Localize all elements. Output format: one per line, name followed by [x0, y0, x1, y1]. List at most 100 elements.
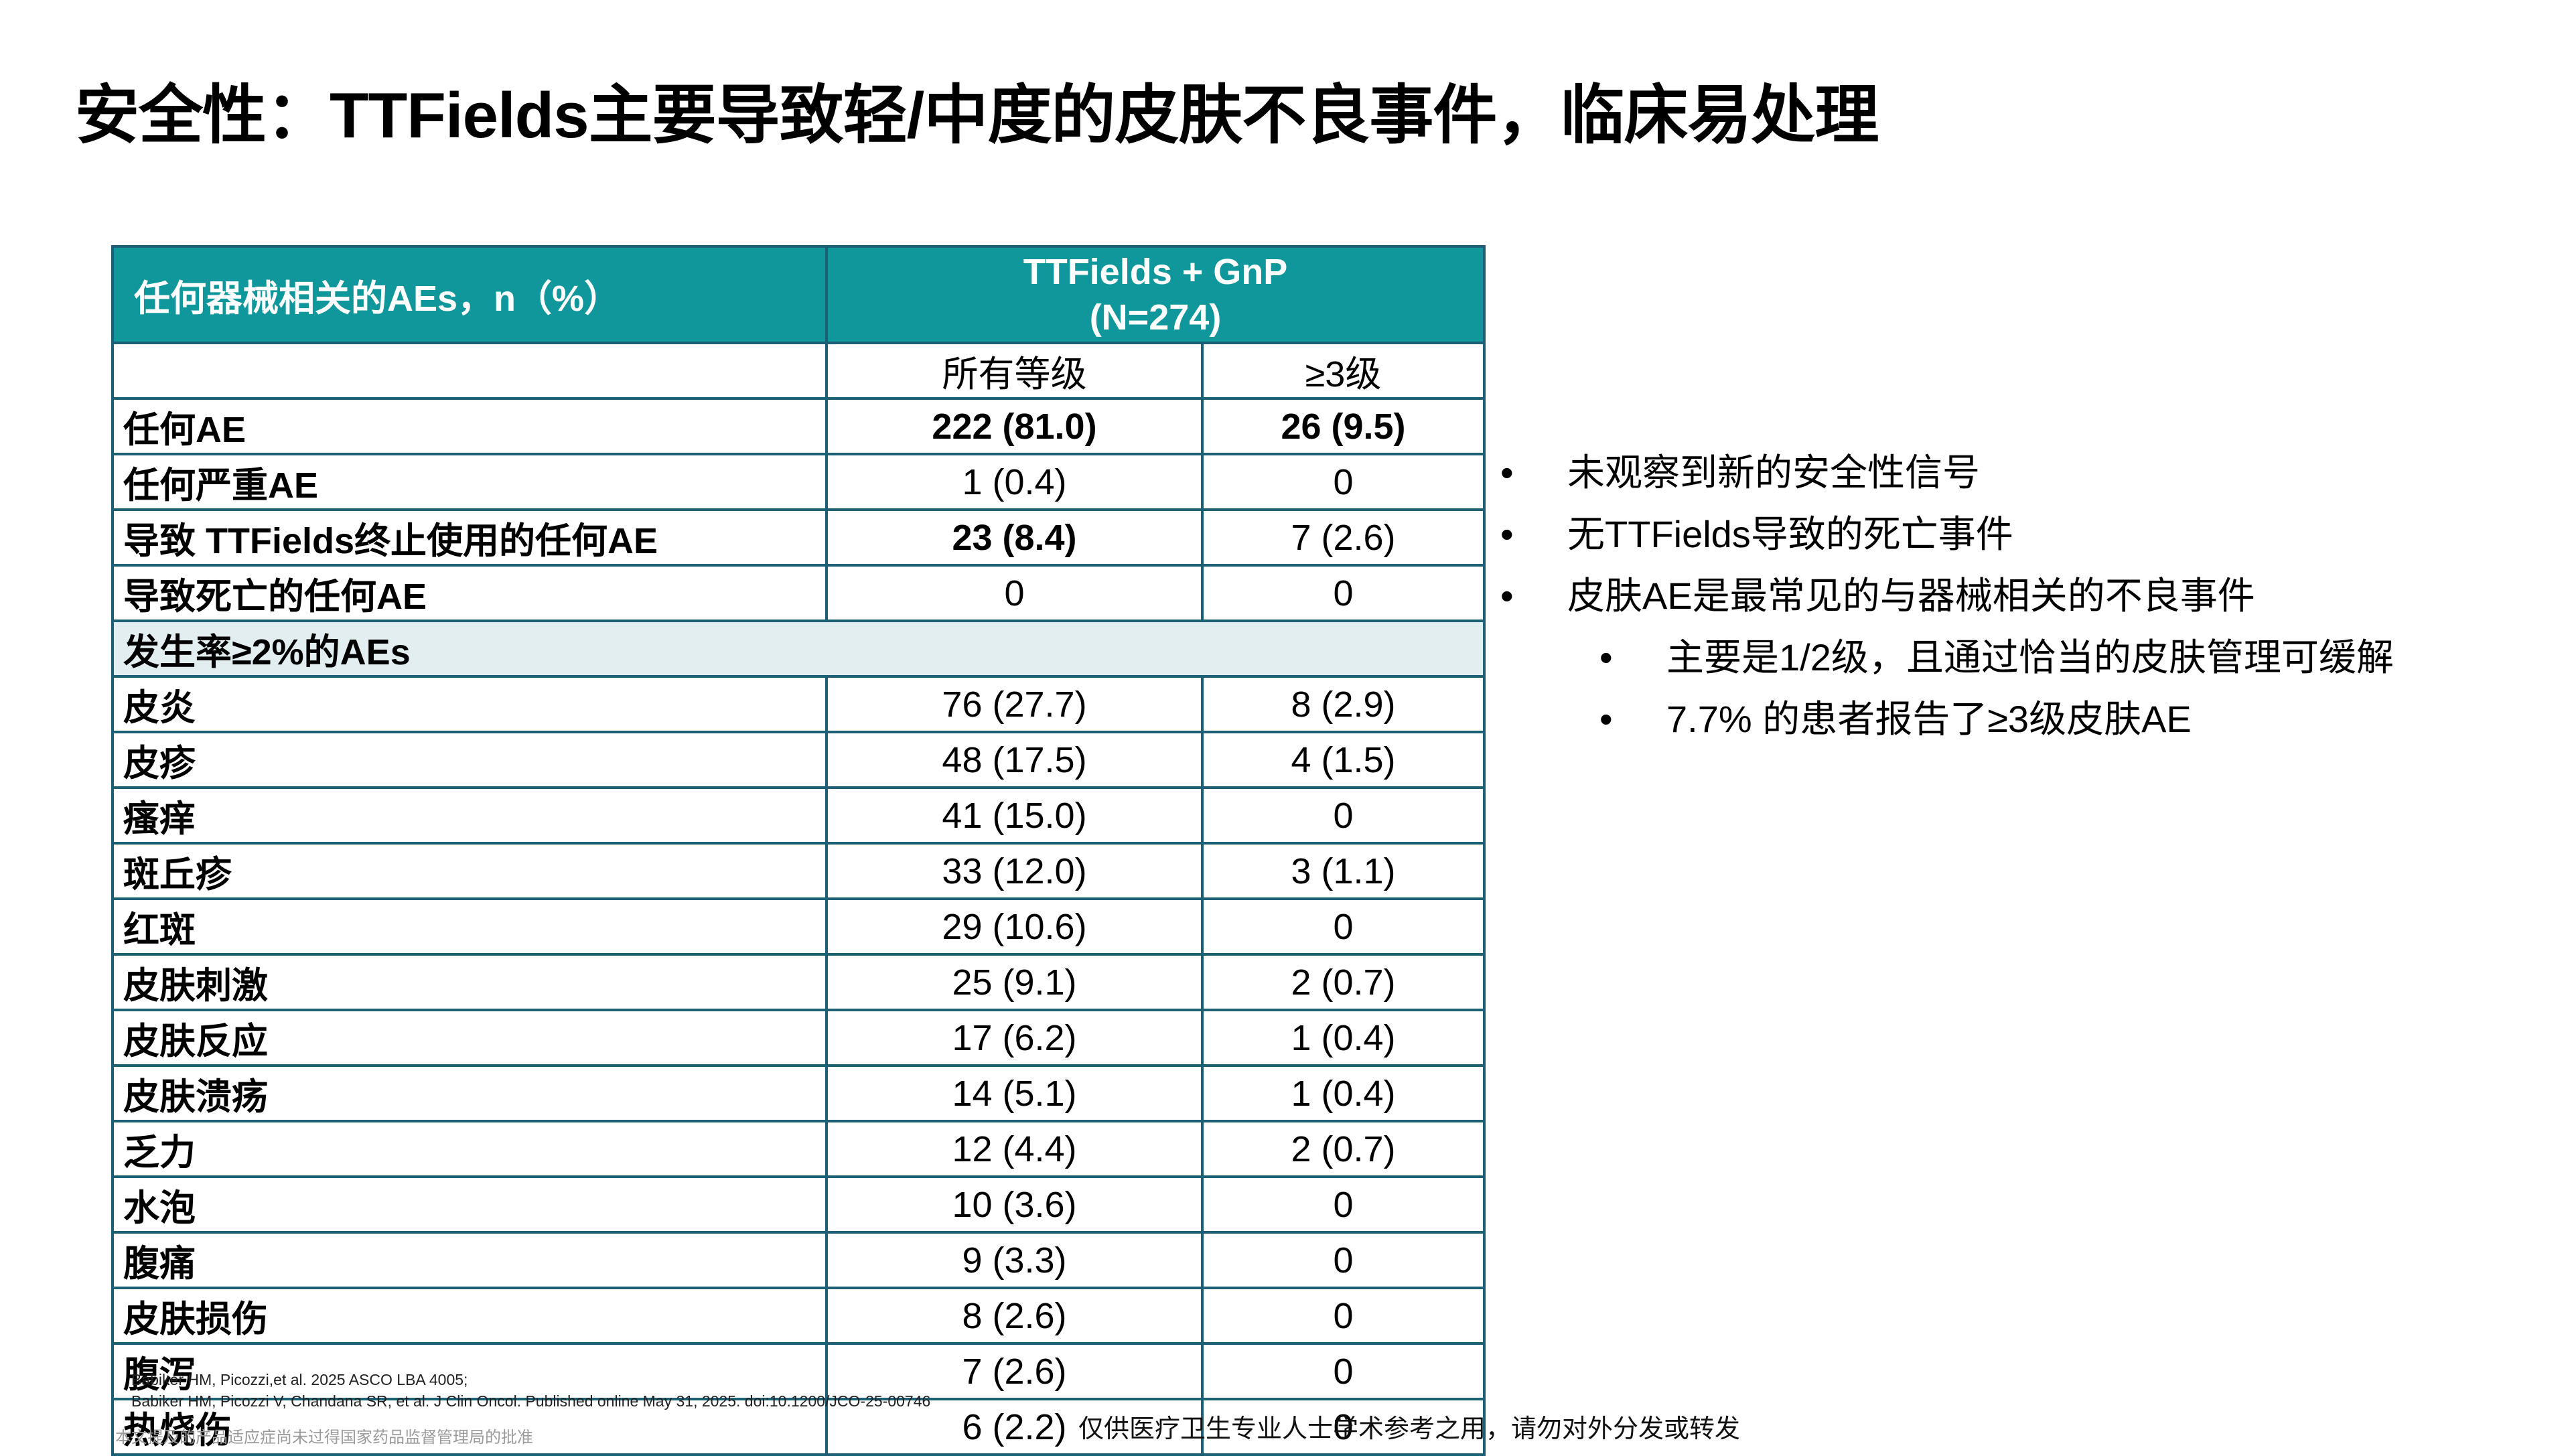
- table-subheader-row: 所有等级 ≥3级: [111, 342, 1486, 400]
- table-row: 红斑 29 (10.6) 0: [111, 897, 1486, 956]
- all-grades-value: 12 (4.4): [825, 1120, 1204, 1178]
- grade3-value: 3 (1.1): [1201, 842, 1486, 900]
- bullet-text: 皮肤AE是最常见的与器械相关的不良事件: [1567, 575, 2255, 617]
- bullet-item: • 未观察到新的安全性信号: [1500, 442, 2545, 504]
- bullet-text: 未观察到新的安全性信号: [1567, 451, 1980, 494]
- all-grades-value: 7 (2.6): [825, 1342, 1204, 1400]
- table-row: 斑丘疹 33 (12.0) 3 (1.1): [111, 842, 1486, 900]
- grade3-value: 0: [1201, 897, 1486, 956]
- table-row: 腹痛 9 (3.3) 0: [111, 1231, 1486, 1289]
- all-grades-value: 0: [825, 564, 1204, 622]
- grade3-value: 4 (1.5): [1201, 731, 1486, 789]
- row-label: 斑丘疹: [111, 842, 828, 900]
- bullet-text: 7.7% 的患者报告了≥3级皮肤AE: [1666, 698, 2192, 740]
- all-grades-value: 10 (3.6): [825, 1175, 1204, 1234]
- grade3-value: 0: [1201, 786, 1486, 845]
- bullet-dot: •: [1599, 636, 1613, 678]
- table-row: 皮炎 76 (27.7) 8 (2.9): [111, 675, 1486, 733]
- subheader-empty: [111, 342, 828, 400]
- ae-rows: 皮炎 76 (27.7) 8 (2.9) 皮疹 48 (17.5) 4 (1.5) 瘙痒 41…: [111, 675, 1486, 1456]
- row-label: 皮肤刺激: [111, 953, 828, 1011]
- sub-bullet-item: • 7.7% 的患者报告了≥3级皮肤AE: [1500, 688, 2545, 750]
- bullet-dot: •: [1500, 451, 1514, 494]
- grade3-value: 0: [1201, 1231, 1486, 1289]
- bullet-dot: •: [1500, 513, 1514, 555]
- table-row: 皮肤损伤 8 (2.6) 0: [111, 1287, 1486, 1345]
- table-row: 导致死亡的任何AE 0 0: [111, 564, 1486, 622]
- row-label: 乏力: [111, 1120, 828, 1178]
- reference-line: Babiker HM, Picozzi,et al. 2025 ASCO LBA…: [131, 1371, 468, 1388]
- grade3-value: 1 (0.4): [1201, 1064, 1486, 1122]
- table-row: 导致 TTFields终止使用的任何AE 23 (8.4) 7 (2.6): [111, 508, 1486, 567]
- all-grades-value: 8 (2.6): [825, 1287, 1204, 1345]
- row-label: 皮疹: [111, 731, 828, 789]
- row-label: 导致 TTFields终止使用的任何AE: [111, 508, 828, 567]
- all-grades-value: 33 (12.0): [825, 842, 1204, 900]
- table-row: 水泡 10 (3.6) 0: [111, 1175, 1486, 1234]
- subheader-grade3: ≥3级: [1201, 342, 1486, 400]
- all-grades-value: 1 (0.4): [825, 453, 1204, 511]
- bullet-item: • 皮肤AE是最常见的与器械相关的不良事件: [1500, 565, 2545, 627]
- key-points: • 未观察到新的安全性信号 • 无TTFields导致的死亡事件 • 皮肤AE是最常见…: [1500, 442, 2545, 750]
- table-row: 任何严重AE 1 (0.4) 0: [111, 453, 1486, 511]
- table-row: 乏力 12 (4.4) 2 (0.7): [111, 1120, 1486, 1178]
- table-row: 腹泻 7 (2.6) 0: [111, 1342, 1486, 1400]
- bullet-text: 主要是1/2级，且通过恰当的皮肤管理可缓解: [1666, 636, 2394, 678]
- grade3-value: 0: [1201, 1342, 1486, 1400]
- table-row: 皮肤溃疡 14 (5.1) 1 (0.4): [111, 1064, 1486, 1122]
- table-row: 皮肤刺激 25 (9.1) 2 (0.7): [111, 953, 1486, 1011]
- all-grades-value: 41 (15.0): [825, 786, 1204, 845]
- all-grades-value: 29 (10.6): [825, 897, 1204, 956]
- row-label: 皮炎: [111, 675, 828, 733]
- all-grades-value: 9 (3.3): [825, 1231, 1204, 1289]
- subheader-all-grades: 所有等级: [825, 342, 1204, 400]
- grade3-value: 0: [1201, 1287, 1486, 1345]
- row-label: 瘙痒: [111, 786, 828, 845]
- row-label: 腹痛: [111, 1231, 828, 1289]
- regulatory-disclaimer: 本文提及的产品适应症尚未过得国家药品监督管理局的批准: [115, 1429, 533, 1447]
- grade3-value: 0: [1201, 564, 1486, 622]
- row-label: 导致死亡的任何AE: [111, 564, 828, 622]
- grade3-value: 2 (0.7): [1201, 1120, 1486, 1178]
- bullet-text: 无TTFields导致的死亡事件: [1567, 513, 2013, 555]
- table-header-row: 任何器械相关的AEs，n（%） TTFields + GnP (N=274): [111, 245, 1486, 344]
- header-right: TTFields + GnP (N=274): [825, 245, 1486, 344]
- section-label: 发生率≥2%的AEs: [111, 620, 1486, 678]
- header-arm-n: (N=274): [1089, 297, 1222, 338]
- row-label: 皮肤损伤: [111, 1287, 828, 1345]
- bullet-item: • 无TTFields导致的死亡事件: [1500, 504, 2545, 565]
- table-row: 瘙痒 41 (15.0) 0: [111, 786, 1486, 845]
- hcp-disclaimer: 仅供医疗卫生专业人士学术参考之用，请勿对外分发或转发: [1078, 1415, 1741, 1443]
- row-label: 皮肤反应: [111, 1009, 828, 1067]
- reference-line: Babiker HM, Picozzi V, Chandana SR, et a…: [131, 1392, 931, 1410]
- header-arm-name: TTFields + GnP: [1023, 252, 1288, 292]
- grade3-value: 0: [1201, 453, 1486, 511]
- table-row: 皮疹 48 (17.5) 4 (1.5): [111, 731, 1486, 789]
- grade3-value: 8 (2.9): [1201, 675, 1486, 733]
- references: Babiker HM, Picozzi,et al. 2025 ASCO LBA…: [131, 1369, 930, 1412]
- table-row: 任何AE 222 (81.0) 26 (9.5): [111, 397, 1486, 455]
- grade3-value: 1 (0.4): [1201, 1009, 1486, 1067]
- row-label: 红斑: [111, 897, 828, 956]
- all-grades-value: 14 (5.1): [825, 1064, 1204, 1122]
- summary-rows: 任何AE 222 (81.0) 26 (9.5) 任何严重AE 1 (0.4) 0 导致 T…: [111, 397, 1486, 622]
- grade3-value: 0: [1201, 1175, 1486, 1234]
- all-grades-value: 76 (27.7): [825, 675, 1204, 733]
- all-grades-value: 222 (81.0): [825, 397, 1204, 455]
- grade3-value: 7 (2.6): [1201, 508, 1486, 567]
- row-label: 任何严重AE: [111, 453, 828, 511]
- page-title: 安全性：TTFields主要导致轻/中度的皮肤不良事件，临床易处理: [75, 80, 1879, 151]
- row-label: 水泡: [111, 1175, 828, 1234]
- row-label: 腹泻: [111, 1342, 828, 1400]
- all-grades-value: 25 (9.1): [825, 953, 1204, 1011]
- grade3-value: 26 (9.5): [1201, 397, 1486, 455]
- row-label: 皮肤溃疡: [111, 1064, 828, 1122]
- header-left: 任何器械相关的AEs，n（%）: [111, 245, 828, 344]
- section-row: 发生率≥2%的AEs: [111, 620, 1486, 678]
- all-grades-value: 48 (17.5): [825, 731, 1204, 789]
- all-grades-value: 17 (6.2): [825, 1009, 1204, 1067]
- ae-table: 任何器械相关的AEs，n（%） TTFields + GnP (N=274) 所…: [111, 245, 1486, 1456]
- bullet-dot: •: [1599, 698, 1613, 740]
- bullet-dot: •: [1500, 575, 1514, 617]
- sub-bullet-item: • 主要是1/2级，且通过恰当的皮肤管理可缓解: [1500, 627, 2545, 688]
